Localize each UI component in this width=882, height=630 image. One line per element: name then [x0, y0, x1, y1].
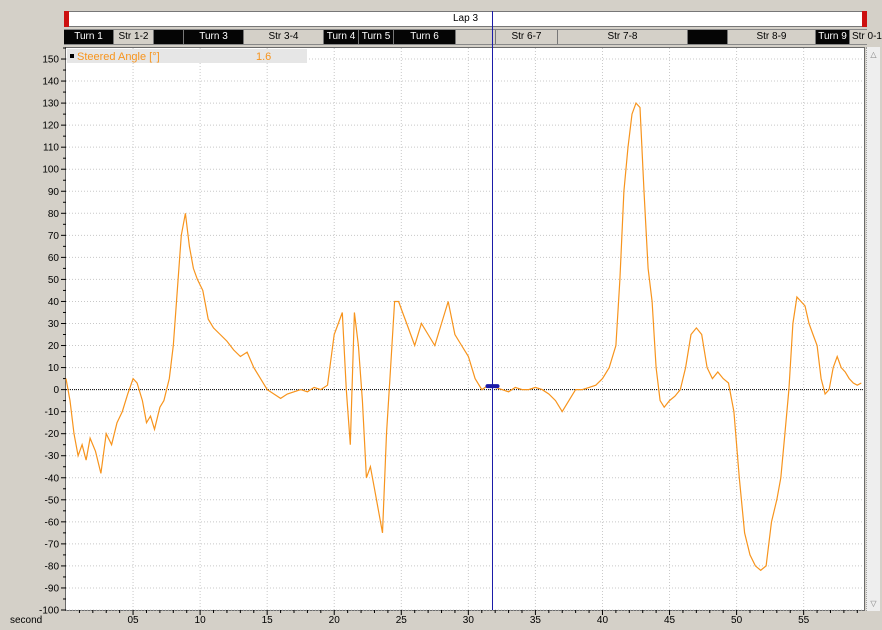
x-tick-label: 15: [262, 615, 274, 626]
x-tick-label: 10: [195, 615, 207, 626]
series-line-steered-angle: [65, 101, 862, 572]
y-tick-label: 130: [42, 99, 59, 110]
y-tick-label: -40: [45, 473, 60, 484]
y-tick-label: 0: [53, 385, 59, 396]
y-tick-label: 50: [48, 275, 60, 286]
scroll-up-icon[interactable]: △: [870, 50, 877, 59]
y-tick-label: 120: [42, 121, 59, 132]
track-segments-bar: Turn 1 Str 1-2 Turn 3 Str 3-4 Turn 4 Turn 5 Tu…: [64, 29, 882, 45]
y-tick-label: 140: [42, 77, 59, 88]
x-axis: 05 10 15 20 25 30 35 40 45 50 55: [78, 610, 858, 626]
segment-str-1-2[interactable]: Str 1-2: [114, 30, 154, 44]
segment-turn-3[interactable]: Turn 3: [184, 30, 244, 44]
y-tick-label: -70: [45, 539, 60, 550]
x-tick-label: 45: [664, 615, 676, 626]
lap-label: Lap 3: [452, 13, 479, 24]
vertical-scrollbar[interactable]: △ ▽: [866, 47, 880, 611]
segment-str-8-9[interactable]: Str 8-9: [728, 30, 816, 44]
lap-bar[interactable]: Lap 3: [64, 11, 867, 27]
plot-area[interactable]: [65, 47, 865, 611]
legend-cursor-value: 1.6: [256, 51, 271, 63]
segment-unnamed-8[interactable]: [456, 30, 496, 44]
scroll-down-icon[interactable]: ▽: [870, 599, 877, 608]
legend: Steered Angle [°] 1.6: [67, 49, 307, 63]
segment-str-3-4[interactable]: Str 3-4: [244, 30, 324, 44]
y-tick-label: 110: [43, 143, 59, 154]
y-tick-label: -20: [45, 429, 60, 440]
segment-str-7-8[interactable]: Str 7-8: [558, 30, 688, 44]
segment-turn-1[interactable]: Turn 1: [64, 30, 114, 44]
y-tick-label: -50: [45, 495, 60, 506]
y-tick-label: -80: [45, 561, 60, 572]
y-tick-label: 90: [48, 187, 60, 198]
x-tick-label: 35: [530, 615, 542, 626]
y-tick-label: 80: [48, 209, 60, 220]
y-tick-label: -10: [45, 407, 60, 418]
y-tick-label: 30: [48, 319, 60, 330]
x-tick-label: 25: [396, 615, 408, 626]
y-tick-label: -90: [45, 583, 60, 594]
segment-str-6-7[interactable]: Str 6-7: [496, 30, 558, 44]
cursor-marker[interactable]: [485, 384, 500, 389]
y-axis: -100-90-80-70-60-50-40-30-20-10010203040…: [39, 47, 66, 617]
legend-swatch: [70, 54, 74, 58]
segment-str-0-1[interactable]: Str 0-1: [850, 30, 882, 44]
y-tick-label: 60: [48, 253, 60, 264]
y-tick-label: 10: [48, 363, 60, 374]
segment-unnamed-11[interactable]: [688, 30, 728, 44]
segment-turn-4[interactable]: Turn 4: [324, 30, 359, 44]
x-tick-label: 50: [731, 615, 743, 626]
x-tick-label: 20: [329, 615, 341, 626]
y-tick-label: -30: [45, 451, 60, 462]
y-tick-label: 40: [48, 297, 60, 308]
segment-turn-6[interactable]: Turn 6: [394, 30, 456, 44]
y-tick-label: 100: [42, 165, 59, 176]
segment-turn-5[interactable]: Turn 5: [359, 30, 394, 44]
legend-background: [67, 49, 307, 63]
x-tick-label: 55: [798, 615, 810, 626]
y-tick-label: 70: [48, 231, 60, 242]
x-axis-unit-label: second: [10, 615, 42, 626]
y-tick-label: -100: [39, 606, 59, 617]
y-tick-label: 20: [48, 341, 60, 352]
lap-start-marker[interactable]: [64, 11, 69, 27]
y-tick-label: -60: [45, 517, 60, 528]
y-tick-label: 150: [42, 55, 59, 66]
segment-turn-9[interactable]: Turn 9: [816, 30, 850, 44]
x-tick-label: 05: [127, 615, 139, 626]
x-tick-label: 30: [463, 615, 475, 626]
lap-end-marker[interactable]: [862, 11, 867, 27]
legend-series-name: Steered Angle [°]: [77, 51, 160, 63]
segment-unnamed-2[interactable]: [154, 30, 184, 44]
x-tick-label: 40: [597, 615, 609, 626]
